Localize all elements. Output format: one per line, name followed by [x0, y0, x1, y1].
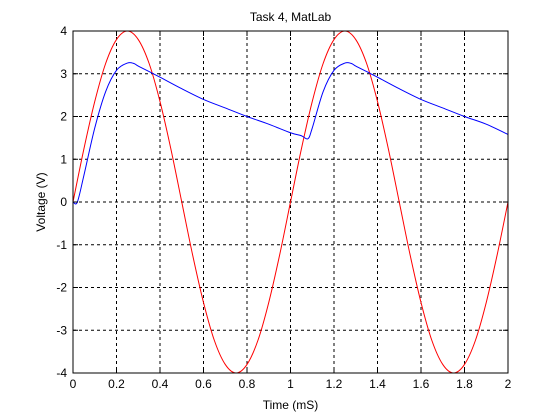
x-tick-label: 1.8 [456, 377, 473, 391]
x-tick-label: 1.2 [326, 377, 343, 391]
x-tick-label: 1 [287, 377, 294, 391]
x-tick-label: 1.4 [369, 377, 386, 391]
y-axis-label: Voltage (V) [34, 172, 48, 231]
y-tick-labels: -4 -3 -2 -1 0 1 2 3 4 [56, 24, 67, 380]
chart-title: Task 4, MatLab [250, 10, 332, 24]
y-tick-label: -3 [56, 323, 67, 337]
x-tick-label: 0.2 [108, 377, 125, 391]
x-tick-labels: 0 0.2 0.4 0.6 0.8 1 1.2 1.4 1.6 1.8 2 [70, 377, 512, 391]
x-tick-label: 0.6 [195, 377, 212, 391]
x-tick-label: 1.6 [413, 377, 430, 391]
x-tick-label: 0.8 [239, 377, 256, 391]
y-tick-label: 2 [60, 110, 67, 124]
series-line-1 [72, 30, 509, 374]
series-layer [72, 30, 509, 374]
y-tick-label: -2 [56, 281, 67, 295]
y-tick-label: 1 [60, 152, 67, 166]
x-tick-label: 0 [70, 377, 77, 391]
series-line-2 [72, 62, 509, 205]
x-tick-label: 0.4 [152, 377, 169, 391]
y-tick-label: 3 [60, 67, 67, 81]
grid-lines [73, 31, 508, 373]
ticks [72, 30, 509, 374]
x-axis-label: Time (mS) [263, 398, 319, 412]
y-tick-label: 4 [60, 24, 67, 38]
y-tick-label: 0 [60, 195, 67, 209]
y-tick-label: -1 [56, 238, 67, 252]
x-tick-label: 2 [505, 377, 512, 391]
y-tick-label: -4 [56, 366, 67, 380]
